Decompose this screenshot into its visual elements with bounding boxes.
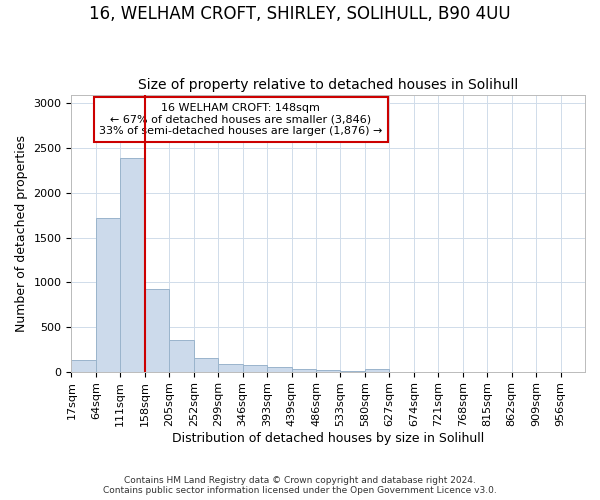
Bar — [292, 369, 316, 372]
Title: Size of property relative to detached houses in Solihull: Size of property relative to detached ho… — [138, 78, 518, 92]
Bar — [121, 158, 145, 372]
Bar — [242, 366, 267, 372]
Bar — [145, 290, 169, 372]
Bar — [169, 340, 194, 372]
Bar — [71, 360, 96, 372]
Text: 16, WELHAM CROFT, SHIRLEY, SOLIHULL, B90 4UU: 16, WELHAM CROFT, SHIRLEY, SOLIHULL, B90… — [89, 5, 511, 23]
Text: 16 WELHAM CROFT: 148sqm
← 67% of detached houses are smaller (3,846)
33% of semi: 16 WELHAM CROFT: 148sqm ← 67% of detache… — [99, 103, 383, 136]
Bar — [194, 358, 218, 372]
Bar — [218, 364, 242, 372]
X-axis label: Distribution of detached houses by size in Solihull: Distribution of detached houses by size … — [172, 432, 484, 445]
Bar — [96, 218, 121, 372]
Bar — [316, 370, 340, 372]
Bar — [267, 367, 292, 372]
Bar — [365, 369, 389, 372]
Text: Contains HM Land Registry data © Crown copyright and database right 2024.
Contai: Contains HM Land Registry data © Crown c… — [103, 476, 497, 495]
Y-axis label: Number of detached properties: Number of detached properties — [15, 134, 28, 332]
